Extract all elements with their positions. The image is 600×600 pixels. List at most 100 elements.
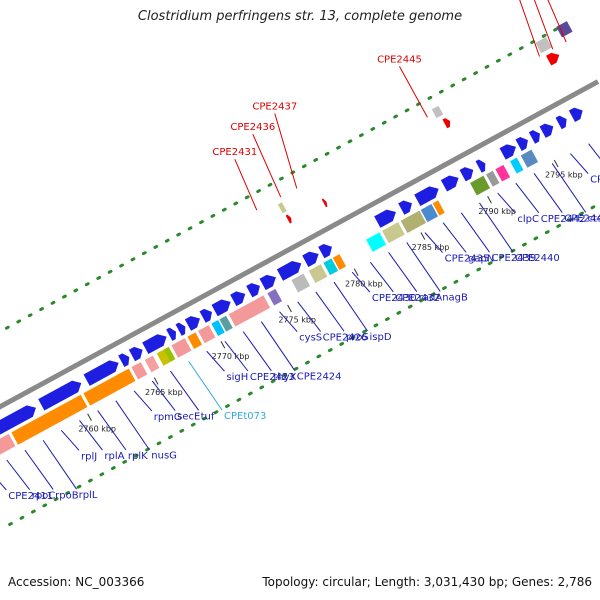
bottom-label-9: secE [177, 412, 200, 423]
forward-gene-1-shape [0, 405, 36, 437]
inner-block-20-shape [332, 254, 347, 271]
bottom-label-0: CPE2411 [8, 491, 53, 502]
top-leader-4 [519, 0, 540, 57]
bottom-leader-16 [279, 311, 298, 333]
bottom-leader-27 [479, 202, 514, 253]
bottom-leader-8 [133, 390, 153, 412]
forward-gene-13 [246, 283, 260, 298]
inner-block-18 [308, 264, 328, 284]
forward-gene-9-shape [184, 316, 200, 331]
bottom-label-29: CPE2442 [541, 214, 586, 225]
outer-feature-1 [285, 214, 292, 224]
bottom-leader-6 [97, 410, 127, 451]
scale-tick-2 [220, 341, 226, 349]
bottom-label-22: radA [419, 293, 443, 304]
bottom-leader-31 [551, 163, 587, 213]
bottom-label-14: thyX [273, 372, 296, 383]
forward-gene-28-shape [555, 115, 567, 130]
topology-text: Topology: circular; Length: 3,031,430 bp… [262, 575, 592, 589]
bottom-label-10: tuf [201, 411, 215, 422]
forward-gene-14-shape [259, 274, 276, 291]
bottom-label-11: CPEt073 [224, 411, 266, 422]
forward-gene-5 [128, 346, 143, 362]
forward-gene-7 [166, 327, 176, 341]
bottom-label-2: rpoB [55, 490, 79, 501]
inner-block-16 [278, 280, 297, 300]
inner-block-11-shape [198, 325, 216, 344]
forward-gene-10 [199, 308, 212, 323]
inner-block-22 [382, 222, 405, 244]
inner-block-12 [211, 320, 225, 336]
scale-tick-1 [153, 377, 159, 385]
top-label-2: CPE2437 [252, 101, 297, 112]
dot-rings [0, 22, 600, 526]
bottom-leader-9 [151, 380, 176, 411]
inner-block-2-shape [0, 433, 16, 455]
inner-block-4 [83, 368, 136, 406]
forward-gene-15 [276, 261, 302, 281]
forward-gene-11 [211, 299, 231, 317]
bottom-leader-1 [6, 459, 31, 490]
scale-tick-label-6: 2790 kbp [478, 207, 516, 216]
bottom-leader-5 [79, 420, 103, 451]
inner-block-8 [163, 346, 176, 363]
bottom-label-1: rpoC [32, 491, 56, 502]
bottom-leader-25 [442, 222, 467, 253]
bottom-leader-7 [115, 400, 150, 450]
forward-gene-23 [475, 159, 486, 173]
bottom-leader-28 [497, 192, 516, 214]
bottom-label-30: CPE2443 [564, 214, 600, 225]
top-label-0: CPE2431 [212, 147, 257, 158]
outer-feature-7 [556, 21, 573, 38]
inner-block-15-shape [267, 288, 283, 306]
inner-block-3-shape [11, 394, 88, 445]
bottom-leader-18 [315, 291, 345, 332]
forward-gene-16-shape [302, 251, 319, 267]
bottom-label-21: CPE2432 [395, 293, 440, 304]
inner-block-7-shape [156, 349, 171, 366]
scale-tick-3 [287, 304, 292, 313]
inner-block-5 [131, 362, 148, 380]
bottom-label-7: nusG [151, 451, 177, 462]
inner-block-24-shape [420, 204, 439, 223]
inner-block-27 [486, 170, 500, 187]
dots-outer [0, 22, 568, 334]
bottom-leader-24 [424, 232, 444, 253]
inner-block-17 [291, 273, 311, 293]
bottom-label-19: ispD [369, 332, 391, 343]
top-leader-2 [274, 113, 298, 189]
top-leader-0 [234, 159, 258, 211]
inner-block-7 [156, 349, 171, 366]
bottom-leader-14 [242, 331, 272, 372]
forward-gene-12-shape [230, 291, 246, 307]
forward-gene-14 [259, 274, 276, 291]
scale-ticks: 2760 kbp 2765 kbp 2770 kbp 2775 kbp 2780 kbp… [78, 159, 583, 433]
outer-feature-3-shape [431, 105, 444, 119]
bottom-leader-12 [206, 350, 225, 372]
inner-block-25 [432, 200, 445, 216]
bottom-label-26: CPE2439 [492, 253, 537, 264]
forward-gene-17 [318, 243, 332, 259]
scale-tick-label-0: 2760 kbp [78, 424, 116, 433]
scale-tick-label-3: 2775 kbp [278, 316, 316, 325]
inner-block-24 [420, 204, 439, 223]
forward-gene-9 [184, 316, 200, 331]
bottom-leader-4 [60, 430, 80, 451]
inner-block-29 [510, 157, 524, 174]
bottom-leader-32 [570, 153, 589, 174]
forward-gene-18 [374, 209, 396, 228]
top-label-1: CPE2436 [230, 122, 275, 133]
forward-gene-4 [118, 353, 130, 368]
inner-block-8-shape [163, 346, 176, 363]
bottom-label-3: rplL [79, 490, 98, 501]
top-labels: CPE2431CPE2436CPE2437CPE2445CPE2455CPE24… [212, 0, 567, 211]
inner-block-13-shape [219, 315, 233, 332]
forward-gene-26-shape [528, 130, 540, 144]
outer-feature-5-shape [535, 36, 552, 54]
bottom-leader-15 [260, 321, 296, 371]
outer-feature-6-shape [546, 52, 560, 66]
bottom-leader-26 [460, 212, 490, 253]
bottom-label-15: CPE2424 [297, 372, 342, 383]
outer-feature-0-shape [277, 202, 287, 214]
bottom-leader-17 [297, 301, 322, 332]
